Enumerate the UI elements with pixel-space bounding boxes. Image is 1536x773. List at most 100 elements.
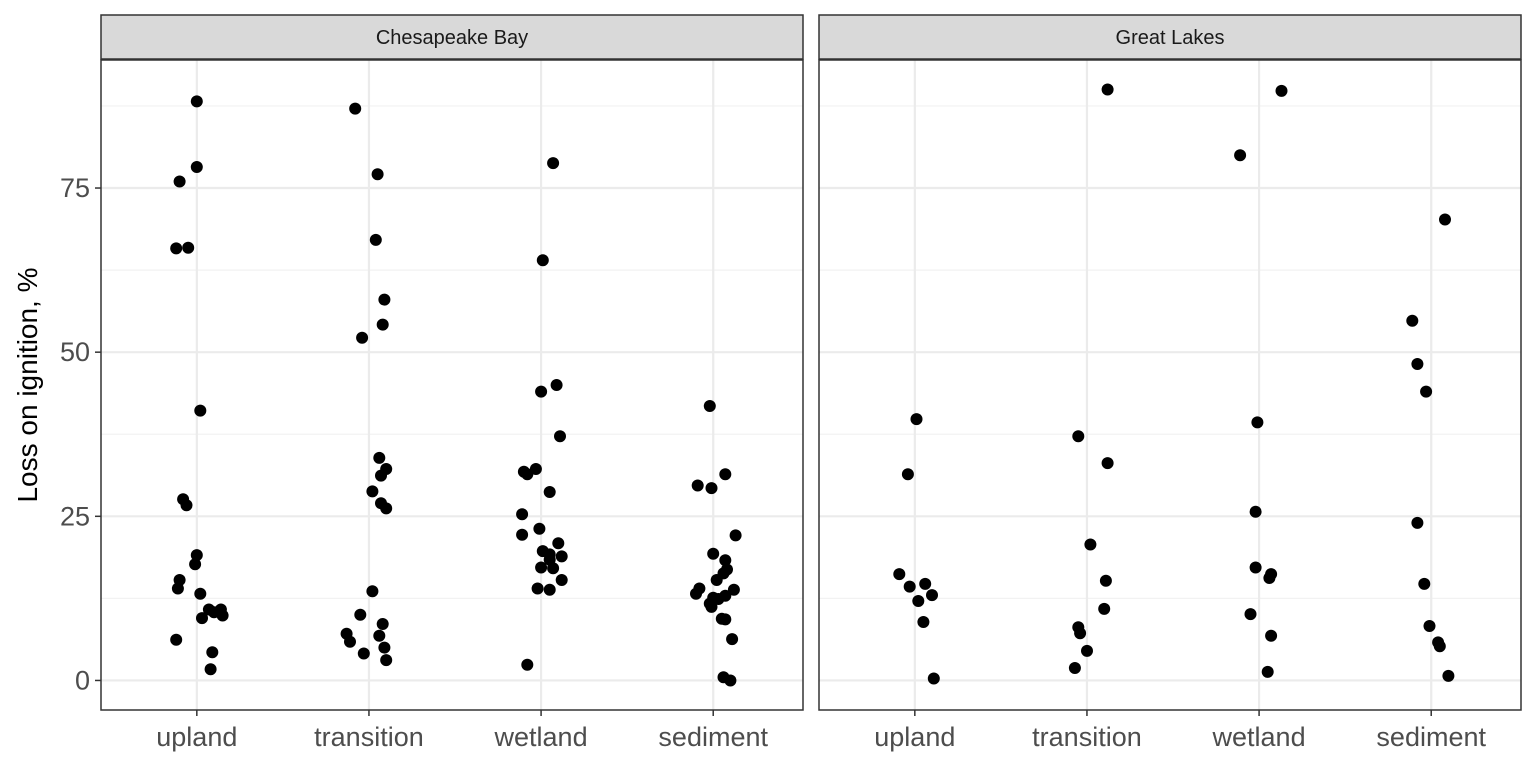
- x-tick-label: sediment: [1376, 722, 1486, 752]
- data-point: [547, 157, 560, 170]
- data-point: [194, 587, 207, 600]
- panel-border: [100, 59, 804, 711]
- data-point: [719, 468, 732, 481]
- x-tick-label: transition: [1032, 722, 1142, 752]
- data-point: [1074, 627, 1087, 640]
- data-point: [170, 633, 183, 646]
- data-point: [1101, 83, 1114, 96]
- data-point: [1249, 505, 1262, 518]
- data-point: [1406, 314, 1419, 327]
- data-point: [910, 413, 923, 426]
- data-point: [912, 595, 925, 607]
- data-point: [927, 672, 940, 685]
- data-point: [727, 583, 740, 596]
- grid-layer: [101, 60, 1521, 710]
- y-tick-label: 0: [75, 665, 90, 695]
- data-point: [180, 499, 193, 512]
- data-point: [893, 568, 906, 581]
- data-point: [373, 629, 386, 642]
- data-point: [1098, 602, 1111, 615]
- x-tick-label: upland: [874, 722, 955, 752]
- data-point: [726, 633, 739, 646]
- x-tick-label: sediment: [658, 722, 768, 752]
- y-tick-label: 25: [60, 501, 90, 531]
- data-point: [1101, 457, 1114, 470]
- data-point: [1068, 662, 1081, 674]
- data-point: [719, 554, 732, 567]
- data-point: [366, 485, 379, 498]
- data-point: [550, 379, 563, 391]
- data-point: [1249, 561, 1262, 574]
- data-point: [378, 641, 391, 654]
- data-point: [919, 577, 932, 590]
- data-point: [196, 612, 208, 625]
- data-point: [369, 233, 382, 246]
- data-point: [710, 574, 723, 586]
- data-point: [917, 616, 930, 628]
- data-point: [182, 241, 195, 254]
- data-point: [1439, 213, 1451, 226]
- data-point: [535, 385, 548, 398]
- data-point: [1084, 538, 1097, 551]
- data-point: [366, 585, 379, 598]
- data-point: [1423, 620, 1436, 632]
- data-point: [703, 400, 716, 412]
- data-point: [190, 95, 203, 108]
- data-point: [516, 508, 529, 521]
- x-tick-label: wetland: [494, 722, 588, 752]
- data-point: [216, 609, 229, 622]
- facet-strip: [818, 14, 1522, 60]
- data-point: [357, 647, 370, 660]
- y-axis-title: Loss on ignition, %: [12, 267, 43, 502]
- data-point: [691, 479, 704, 492]
- y-tick-label: 75: [60, 173, 90, 203]
- data-point: [543, 583, 556, 596]
- data-point: [555, 574, 568, 586]
- x-tick-label: upland: [156, 722, 237, 752]
- data-point: [1251, 416, 1264, 429]
- data-point: [554, 430, 566, 443]
- data-point: [690, 587, 702, 600]
- data-point: [533, 522, 546, 535]
- x-tick-label: wetland: [1212, 722, 1306, 752]
- data-point: [1418, 577, 1431, 590]
- data-point: [356, 331, 369, 344]
- data-point: [529, 463, 542, 475]
- y-tick-label: 50: [60, 337, 90, 367]
- data-point: [707, 547, 720, 560]
- data-point: [926, 589, 938, 602]
- data-point: [380, 502, 393, 515]
- panel-border: [818, 59, 1522, 711]
- data-point: [354, 608, 367, 621]
- data-point: [1275, 84, 1288, 97]
- data-point: [1081, 644, 1093, 657]
- text-layer: Chesapeake Bay upland transition wetland sed…: [12, 27, 1486, 752]
- data-point: [206, 646, 219, 659]
- data-point: [1234, 149, 1247, 162]
- data-point: [189, 558, 202, 571]
- data-point: [1442, 669, 1455, 682]
- data-point: [1411, 358, 1424, 370]
- data-point: [705, 482, 718, 495]
- data-point: [516, 528, 529, 541]
- data-point: [380, 654, 393, 667]
- data-point: [903, 580, 916, 593]
- data-point: [719, 613, 732, 626]
- data-point: [729, 529, 742, 542]
- data-point: [190, 161, 203, 173]
- facet-strip: [100, 14, 804, 60]
- data-point: [535, 561, 548, 574]
- data-point: [531, 582, 544, 595]
- data-point: [173, 175, 186, 188]
- data-point: [1072, 430, 1085, 443]
- data-point: [521, 468, 534, 481]
- data-point: [373, 451, 386, 464]
- data-point: [376, 618, 389, 630]
- data-point: [1244, 608, 1257, 621]
- data-point: [375, 469, 387, 482]
- facet-title: Chesapeake Bay: [376, 27, 528, 49]
- data-point: [344, 635, 356, 648]
- data-point: [171, 582, 184, 595]
